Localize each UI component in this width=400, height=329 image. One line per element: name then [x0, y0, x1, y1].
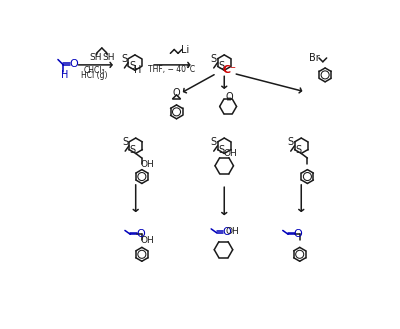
Text: S: S	[211, 54, 217, 64]
Text: S: S	[218, 144, 224, 155]
Text: O: O	[294, 229, 302, 239]
Text: H: H	[134, 65, 142, 75]
Text: O: O	[136, 229, 145, 239]
Text: S: S	[295, 144, 302, 155]
Text: S: S	[218, 62, 224, 71]
Text: Br: Br	[309, 53, 320, 63]
Text: OH: OH	[224, 149, 237, 158]
Text: S: S	[122, 137, 128, 147]
Text: OH: OH	[225, 227, 239, 237]
Text: C⁻: C⁻	[223, 65, 237, 75]
Text: H: H	[61, 70, 68, 80]
Text: CHCl₃: CHCl₃	[83, 66, 105, 75]
Text: SH: SH	[102, 53, 115, 62]
Text: Li: Li	[181, 45, 189, 55]
Text: S: S	[211, 137, 217, 147]
Text: O: O	[69, 59, 78, 69]
Text: O: O	[222, 227, 231, 237]
Text: OH: OH	[140, 236, 154, 245]
Text: S: S	[130, 144, 136, 155]
Text: O: O	[173, 88, 180, 98]
Text: O: O	[225, 92, 233, 102]
Text: THF, − 40°C: THF, − 40°C	[148, 65, 196, 74]
Text: HCl (g): HCl (g)	[81, 71, 107, 80]
Text: OH: OH	[140, 160, 154, 169]
Text: S: S	[121, 54, 128, 64]
Text: S: S	[288, 137, 294, 147]
Text: SH: SH	[90, 53, 102, 62]
Text: S: S	[129, 62, 135, 71]
